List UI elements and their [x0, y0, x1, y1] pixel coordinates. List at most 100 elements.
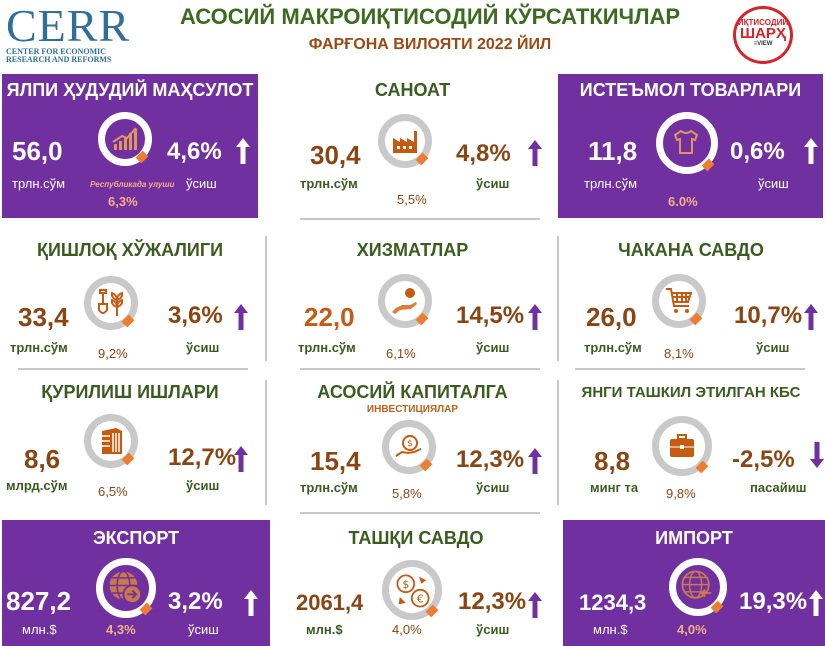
card-gdp: ЯЛПИ ҲУДУДИЙ МАҲСУЛОТ 56,0 трлн.сўм Респ…: [2, 74, 258, 218]
arrow-up-icon: [528, 592, 542, 618]
cerr-logo-text: CERR: [6, 0, 131, 51]
card-unit: трлн.сўм: [10, 340, 68, 355]
arrow-up-icon: [528, 448, 542, 474]
arrow-up-icon: [804, 138, 818, 164]
divider: [300, 512, 540, 514]
share-ring: [98, 112, 152, 166]
card-unit: трлн.сўм: [584, 340, 642, 355]
share-ring: [96, 558, 156, 618]
growth-value: 12,3%: [456, 446, 525, 473]
card-export: ЭКСПОРТ 827,2 млн.$ 4,3% 3,2% ўсиш: [2, 520, 270, 646]
growth-value: 12,7%: [168, 444, 237, 471]
share-ring: [652, 274, 706, 328]
card-unit: млрд.сўм: [6, 478, 68, 493]
card-value: 1234,3: [579, 590, 647, 615]
share-value: 6,5%: [98, 484, 128, 499]
share-ring: [378, 114, 432, 168]
card-industry: САНОАТ 30,4 трлн.сўм 5,5% 4,8% ўсиш: [270, 74, 555, 218]
card-unit: млн.$: [593, 622, 628, 637]
share-value: 8,1%: [664, 346, 694, 361]
growth-label: ўсиш: [756, 340, 790, 355]
arrow-up-icon: [244, 590, 258, 616]
card-unit: трлн.сўм: [12, 176, 66, 191]
card-value: 8,6: [24, 444, 61, 474]
card-value: 30,4: [310, 140, 361, 170]
page-subtitle: ФАРҒОНА ВИЛОЯТИ 2022 ЙИЛ: [308, 36, 552, 53]
card-value: 26,0: [586, 302, 637, 332]
card-title: ХИЗМАТЛАР: [356, 240, 469, 260]
growth-label: ўсиш: [476, 176, 510, 191]
growth-label: ўсиш: [186, 478, 220, 493]
growth-value: 4,6%: [167, 138, 222, 165]
card-unit: трлн.сўм: [584, 176, 638, 191]
card-unit: млн.$: [306, 622, 343, 637]
growth-value: -2,5%: [732, 446, 795, 473]
shovel-plant-icon: [98, 289, 124, 316]
cerr-logo: CERR CENTER FOR ECONOMIC RESEARCH AND RE…: [6, 0, 156, 66]
growth-value: 3,2%: [168, 588, 223, 615]
card-unit: млн.$: [22, 622, 57, 637]
growth-chart-icon: [112, 127, 137, 150]
cerr-logo-line2: RESEARCH AND REFORMS: [6, 55, 112, 64]
card-agriculture: ҚИШЛОҚ ХЎЖАЛИГИ 33,4 трлн.сўм 9,2% 3,6% …: [2, 226, 258, 366]
growth-label: пасайиш: [750, 480, 807, 495]
briefcase-icon: [670, 434, 694, 457]
divider: [557, 236, 559, 361]
card-unit: трлн.сўм: [298, 340, 356, 355]
card-foreign-trade: ТАШҚИ САВДО 2061,4 млн.$ $ € 4,0% 12,3% ў…: [276, 518, 556, 646]
hand-gear-icon: [392, 288, 417, 314]
card-title: АСОСИЙ КАПИТАЛГА: [317, 382, 508, 402]
card-value: 2061,4: [296, 590, 364, 615]
growth-label: ўсиш: [186, 176, 217, 191]
share-value: 9,8%: [666, 486, 696, 501]
card-value: 56,0: [12, 136, 63, 166]
card-import: ИМПОРТ 1234,3 млн.$ 4,0% 19,3%: [563, 520, 825, 646]
tshirt-icon: [673, 129, 699, 154]
card-title: ЯЛПИ ҲУДУДИЙ МАҲСУЛОТ: [6, 80, 254, 100]
growth-value: 19,3%: [739, 588, 808, 615]
card-unit: трлн.сўм: [300, 176, 358, 191]
card-services: ХИЗМАТЛАР 22,0 трлн.сўм 6,1% 14,5% ўсиш: [270, 226, 555, 366]
card-retail: ЧАКАНА САВДО 26,0 трлн.сўм 8,1% 10,7% ўс…: [560, 226, 822, 366]
card-value: 8,8: [594, 446, 631, 476]
arrow-up-icon: [809, 590, 823, 616]
divider: [557, 380, 559, 505]
share-value: 4,0%: [392, 622, 422, 637]
card-consumer-goods: ИСТЕЪМОЛ ТОВАРЛАРИ 11,8 трлн.сўм 6.0% 0,…: [558, 74, 823, 218]
card-value: 11,8: [588, 136, 638, 166]
growth-value: 4,8%: [456, 140, 511, 167]
arrow-up-icon: [804, 304, 818, 330]
svg-text:€: €: [417, 592, 424, 605]
growth-value: 12,3%: [458, 588, 527, 615]
arrow-up-icon: [234, 446, 248, 472]
divider: [265, 236, 267, 361]
card-unit: трлн.сўм: [300, 480, 358, 495]
arrow-up-icon: [528, 304, 542, 330]
currency-exchange-icon: $€: [396, 574, 430, 608]
share-value: 6.0%: [668, 194, 698, 209]
money-bag-hand-icon: $: [395, 435, 422, 457]
growth-label: ўсиш: [476, 622, 510, 637]
shopping-cart-icon: [666, 288, 693, 313]
factory-icon: [393, 131, 417, 153]
card-title: ИСТЕЪМОЛ ТОВАРЛАРИ: [579, 80, 802, 100]
card-subtitle: ИНВЕСТИЦИЯЛАР: [366, 404, 459, 415]
arrow-up-icon: [236, 138, 250, 164]
share-ring: [84, 276, 138, 330]
card-value: 827,2: [6, 586, 72, 616]
divider: [18, 368, 248, 370]
card-title: ТАШҚИ САВДО: [348, 528, 484, 548]
card-value: 22,0: [304, 302, 355, 332]
iqtisodiy-sharh-logo: ИҚТИСОДИЙ ШАРҲ ≡VIEW: [733, 6, 793, 64]
cerr-logo-line1: CENTER FOR ECONOMIC: [6, 47, 107, 56]
card-capital-investments: АСОСИЙ КАПИТАЛГА ИНВЕСТИЦИЯЛАР 15,4 трлн…: [270, 372, 555, 508]
share-value: 4,3%: [106, 622, 136, 637]
card-title: ҚИШЛОҚ ХЎЖАЛИГИ: [36, 240, 224, 260]
card-title: ЭКСПОРТ: [92, 528, 180, 548]
growth-label: ўсиш: [476, 340, 510, 355]
arrow-down-icon: [810, 442, 824, 468]
growth-label: ўсиш: [758, 176, 789, 191]
card-construction: ҚУРИЛИШ ИШЛАРИ 8,6 млрд.сўм 6,5% 12,7% ў…: [2, 372, 258, 508]
growth-label: ўсиш: [476, 480, 510, 495]
share-ring: [656, 112, 718, 174]
